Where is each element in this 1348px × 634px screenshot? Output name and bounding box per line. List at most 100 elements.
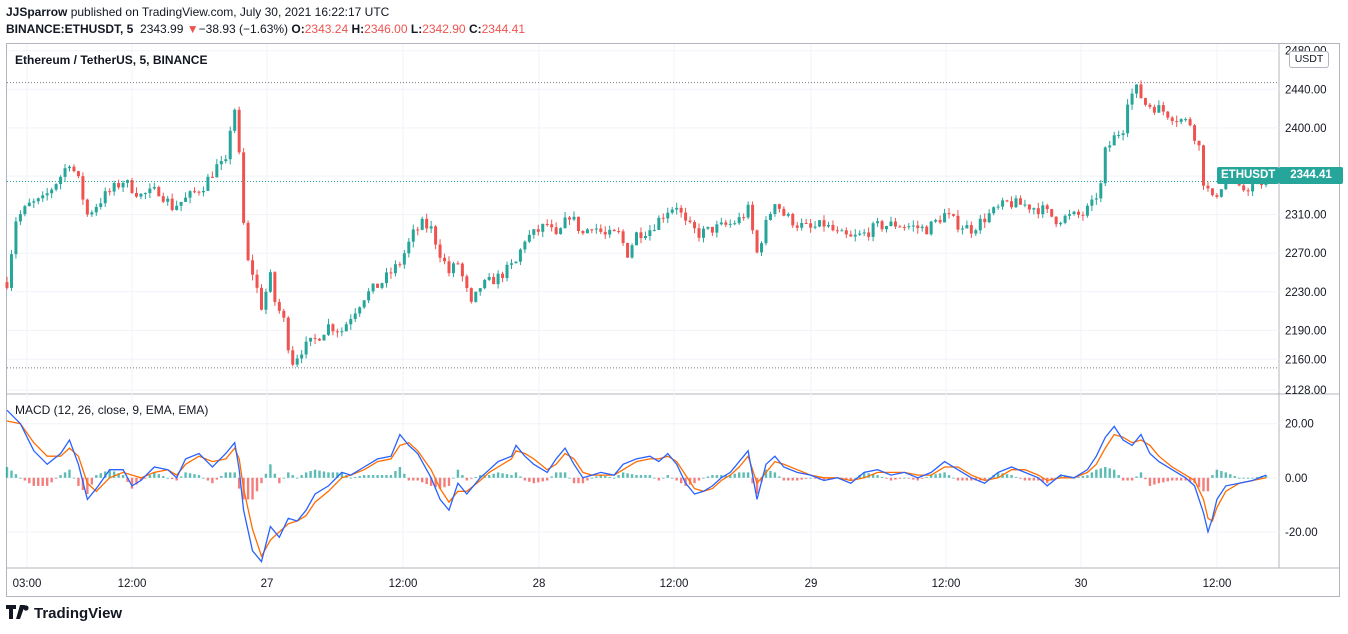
low-label: L: (410, 22, 423, 36)
macd-histogram-bar (367, 475, 370, 478)
candle-body (112, 183, 116, 192)
candle-body (32, 201, 36, 203)
macd-histogram-bar (251, 477, 254, 500)
candle-body (862, 232, 866, 234)
candle-body (380, 283, 384, 288)
footer-brand[interactable]: TradingView (6, 605, 122, 623)
last-price: 2343.99 (140, 22, 184, 36)
candle-body (23, 206, 27, 215)
candle-body (800, 222, 804, 228)
candle-body (902, 227, 906, 229)
candle-body (425, 218, 429, 229)
candle-body (157, 187, 161, 197)
candle-body (1018, 198, 1022, 205)
macd-histogram-bar (764, 469, 768, 478)
time-axis-label: 29 (805, 578, 818, 590)
candle-body (518, 249, 522, 262)
macd-histogram-bar (1211, 475, 1214, 478)
candle-body (795, 225, 799, 228)
candle-body (648, 230, 652, 236)
candle-body (402, 253, 406, 265)
open-value: 2343.24 (304, 22, 349, 36)
candle-body (666, 212, 670, 219)
currency-unit-button[interactable]: USDT (1289, 51, 1329, 68)
candle-body (576, 216, 580, 231)
candle-body (621, 231, 625, 244)
macd-histogram-bar (331, 472, 335, 478)
macd-pane-legend: MACD (12, 26, close, 9, EMA, EMA) (15, 403, 209, 417)
macd-histogram-bar (983, 477, 986, 481)
macd-histogram-bar (800, 477, 803, 480)
macd-histogram-bar (479, 475, 482, 478)
candle-body (277, 302, 281, 311)
candle-body (907, 226, 911, 228)
macd-histogram-bar (782, 477, 786, 481)
macd-histogram-bar (987, 477, 991, 479)
candle-body (161, 196, 165, 202)
price-axis-label: 2440.00 (1285, 84, 1327, 96)
macd-histogram-bar (206, 477, 210, 481)
candle-body (943, 213, 947, 223)
candle-body (81, 176, 85, 200)
candle-body (420, 218, 424, 230)
candle-body (791, 213, 795, 226)
candle-body (568, 217, 572, 220)
macd-histogram-bar (541, 477, 544, 482)
candle-body (715, 224, 719, 233)
candle-body (1068, 214, 1072, 216)
candle-body (764, 219, 768, 244)
macd-histogram-bar (639, 475, 643, 478)
candle-body (1094, 198, 1098, 200)
macd-histogram-bar (184, 472, 187, 478)
macd-histogram-bar (827, 477, 830, 480)
macd-histogram-bar (211, 477, 214, 484)
candle-body (782, 208, 786, 216)
macd-histogram-bar (318, 470, 321, 478)
candle-body (554, 227, 558, 235)
published-text: published on TradingView.com, July 30, 2… (70, 5, 390, 19)
candle-body (684, 212, 688, 221)
macd-axis-label: 20.00 (1285, 419, 1314, 431)
macd-histogram-bar (729, 475, 732, 478)
candle-body (742, 217, 746, 219)
macd-histogram-bar (135, 477, 138, 485)
candle-body (340, 331, 344, 333)
price-axis-label: 2400.00 (1285, 123, 1327, 135)
macd-histogram-bar (371, 475, 375, 478)
macd-histogram-bar (340, 472, 344, 478)
candle-body (469, 288, 473, 302)
macd-histogram-bar (635, 475, 638, 478)
candle-body (384, 272, 388, 284)
candle-body (545, 223, 549, 225)
macd-histogram-bar (358, 475, 361, 478)
macd-histogram-bar (1233, 475, 1236, 478)
candle-body (925, 226, 929, 235)
macd-histogram-bar (666, 475, 669, 478)
candle-body (1081, 214, 1085, 216)
candle-body (831, 224, 835, 231)
candle-body (1215, 195, 1219, 197)
candle-body (751, 204, 755, 231)
macd-histogram-bar (269, 464, 272, 478)
macd-histogram-bar (952, 477, 955, 479)
macd-histogram-bar (787, 477, 790, 481)
macd-histogram-bar (751, 477, 754, 484)
candle-body (523, 241, 527, 250)
candle-body (1188, 119, 1192, 126)
macd-histogram-bar (295, 477, 299, 479)
macd-histogram-bar (724, 475, 727, 478)
macd-histogram-bar (590, 477, 594, 479)
macd-histogram-bar (778, 476, 781, 478)
close-value: 2344.41 (481, 22, 525, 36)
candle-body (41, 195, 45, 199)
candle-body (505, 264, 509, 278)
candle-body (1139, 84, 1143, 99)
candle-body (630, 245, 634, 258)
macd-histogram-bar (1139, 472, 1143, 478)
macd-histogram-bar (1246, 477, 1250, 479)
macd-histogram-bar (492, 473, 495, 478)
candle-body (188, 191, 192, 198)
candle-body (728, 223, 732, 225)
candle-body (898, 226, 902, 228)
